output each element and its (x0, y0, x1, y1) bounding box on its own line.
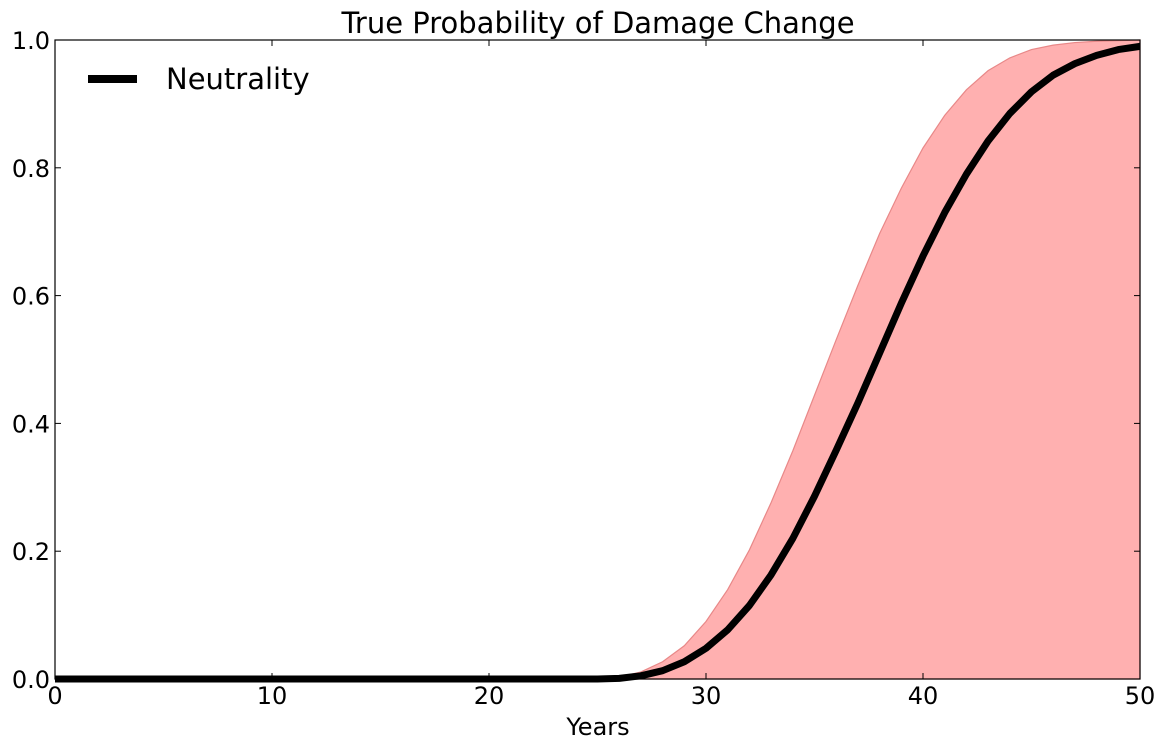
y-tick-label: 0.2 (12, 538, 50, 566)
x-tick-label: 30 (691, 682, 722, 710)
y-tick-label: 0.6 (12, 283, 50, 311)
x-tick-label: 0 (47, 682, 62, 710)
legend-label-neutrality: Neutrality (166, 62, 310, 96)
x-tick-label: 20 (474, 682, 505, 710)
chart-title: True Probability of Damage Change (340, 6, 854, 40)
y-tick-label: 0.0 (12, 666, 50, 694)
y-tick-label: 0.4 (12, 410, 50, 438)
axes-frame (54, 39, 1141, 680)
y-tick-label: 1.0 (12, 27, 50, 55)
x-tick-label: 10 (257, 682, 288, 710)
x-axis-label: Years (565, 713, 629, 741)
x-tick-label: 40 (908, 682, 939, 710)
axis-ticks: 0 10 20 30 40 50 0.0 0.2 0.4 0.6 0.8 1.0 (12, 27, 1155, 710)
x-tick-label: 50 (1125, 682, 1156, 710)
legend: Neutrality (88, 62, 310, 96)
confidence-band (55, 39, 1141, 680)
plot-area (54, 39, 1141, 683)
y-tick-label: 0.8 (12, 155, 50, 183)
